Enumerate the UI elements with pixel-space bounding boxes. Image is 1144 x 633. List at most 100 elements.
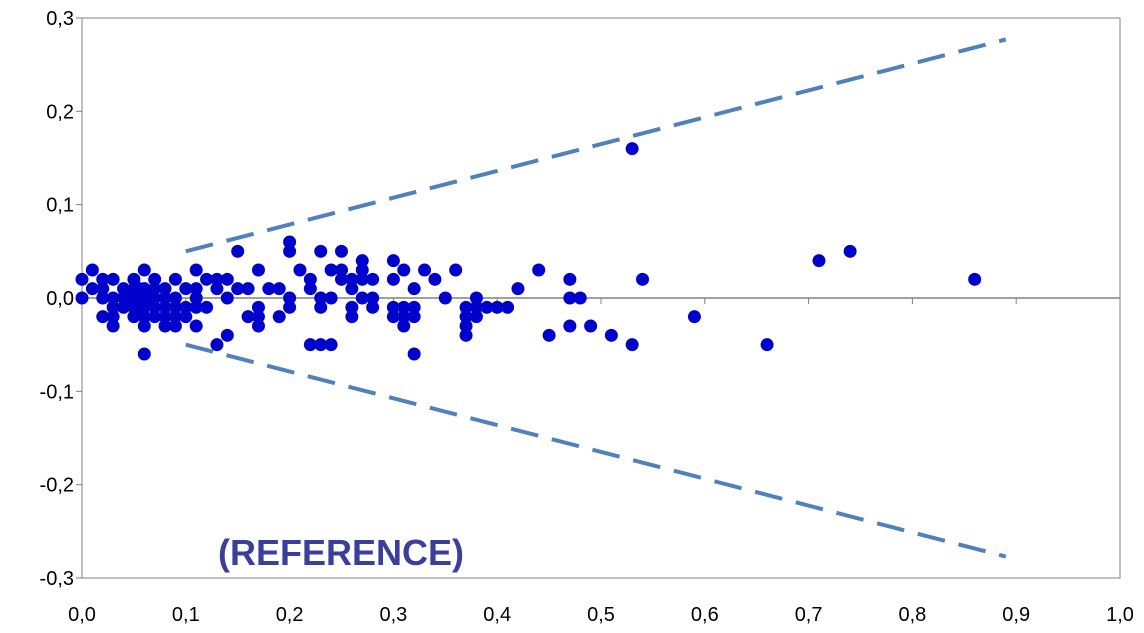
data-point	[438, 291, 452, 305]
data-point	[106, 319, 120, 333]
data-point	[241, 282, 255, 296]
data-point	[168, 319, 182, 333]
data-point	[200, 300, 214, 314]
data-point	[397, 310, 411, 324]
data-point	[137, 310, 151, 324]
data-point	[366, 291, 380, 305]
data-point	[303, 272, 317, 286]
y-tick-group: 0,3 0,2 0,1 0,0 -0,1 -0,2 -0,3	[40, 8, 82, 590]
data-point	[148, 282, 162, 296]
data-point	[366, 272, 380, 286]
data-point	[96, 282, 110, 296]
data-point	[200, 272, 214, 286]
data-point	[386, 272, 400, 286]
data-point	[106, 300, 120, 314]
data-point	[501, 300, 515, 314]
data-point	[283, 235, 297, 249]
data-point	[428, 272, 442, 286]
data-point	[158, 300, 172, 314]
x-tick-label: 0,6	[691, 604, 719, 626]
data-point	[137, 347, 151, 361]
y-tick-label: -0,2	[40, 475, 74, 497]
data-point	[584, 319, 598, 333]
data-point	[563, 291, 577, 305]
x-tick-label: 0,3	[379, 604, 407, 626]
data-point	[96, 310, 110, 324]
data-point	[355, 291, 369, 305]
data-point	[189, 291, 203, 305]
data-point	[137, 319, 151, 333]
data-point	[262, 282, 276, 296]
data-point	[324, 291, 338, 305]
y-tick-label: 0,1	[46, 195, 74, 217]
y-tick-label: -0,1	[40, 381, 74, 403]
data-point	[449, 263, 463, 277]
data-point	[314, 291, 328, 305]
data-point	[386, 310, 400, 324]
x-tick-group: 0,0 0,1 0,2 0,3 0,4 0,5 0,6 0,7 0,8 0,9 1,0	[68, 298, 1134, 626]
data-point	[220, 328, 234, 342]
data-point	[220, 272, 234, 286]
y-tick-label: 0,0	[46, 288, 74, 310]
data-point	[168, 291, 182, 305]
data-point	[511, 282, 525, 296]
data-point	[573, 291, 587, 305]
reference-dashed-line	[185, 342, 1007, 559]
x-tick-label: 0,7	[795, 604, 823, 626]
data-point	[625, 142, 639, 156]
data-point	[148, 310, 162, 324]
data-point	[168, 272, 182, 286]
data-point	[335, 272, 348, 286]
data-point	[137, 263, 151, 277]
data-point	[355, 263, 369, 277]
data-point	[158, 310, 172, 324]
data-point	[366, 300, 380, 314]
data-point	[272, 310, 286, 324]
data-point	[355, 272, 369, 286]
data-points	[75, 142, 982, 361]
data-point	[106, 291, 120, 305]
data-point	[210, 282, 224, 296]
reference-dashed-line	[185, 37, 1007, 254]
data-point	[283, 300, 297, 314]
data-point	[687, 310, 701, 324]
data-point	[469, 300, 483, 314]
data-point	[968, 272, 982, 286]
data-point	[168, 300, 182, 314]
data-point	[106, 272, 120, 286]
data-point	[241, 310, 255, 324]
data-point	[231, 282, 245, 296]
data-point	[158, 291, 172, 305]
data-point	[469, 291, 483, 305]
data-point	[636, 272, 650, 286]
data-point	[324, 263, 338, 277]
data-point	[303, 282, 317, 296]
data-point	[314, 300, 328, 314]
data-point	[407, 282, 421, 296]
data-point	[158, 319, 172, 333]
data-point	[335, 263, 348, 277]
data-point	[469, 310, 483, 324]
data-point	[283, 291, 297, 305]
data-point	[251, 300, 265, 314]
data-point	[210, 338, 224, 352]
x-tick-label: 0,4	[483, 604, 511, 626]
data-point	[231, 244, 245, 258]
reference-lines	[185, 37, 1007, 559]
data-point	[345, 300, 359, 314]
data-point	[386, 254, 400, 268]
data-point	[75, 272, 89, 286]
data-point	[179, 310, 193, 324]
data-point	[625, 338, 639, 352]
data-point	[220, 291, 234, 305]
data-point	[459, 310, 473, 324]
data-point	[148, 272, 162, 286]
y-tick-label: 0,3	[46, 8, 74, 30]
data-point	[459, 300, 473, 314]
x-tick-label: 0,9	[1002, 604, 1030, 626]
data-point	[96, 291, 110, 305]
data-point	[85, 282, 99, 296]
x-tick-label: 0,2	[276, 604, 304, 626]
data-point	[490, 300, 504, 314]
